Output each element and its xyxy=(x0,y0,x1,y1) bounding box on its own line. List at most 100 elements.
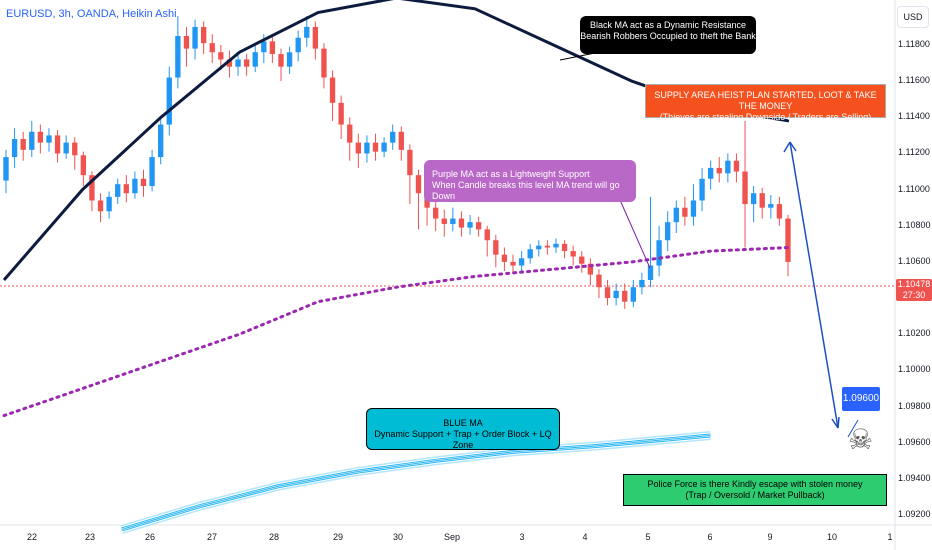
candle-body xyxy=(415,175,422,194)
target-connector xyxy=(847,419,859,438)
candle-body xyxy=(252,52,258,67)
candle-body xyxy=(450,218,456,224)
candle-body xyxy=(639,280,645,288)
symbol-title: EURUSD, 3h, OANDA, Heikin Ashi xyxy=(6,8,177,20)
candle-body xyxy=(372,142,379,152)
candle-body xyxy=(536,245,542,250)
candle-body xyxy=(89,175,95,201)
candle-body xyxy=(707,167,714,179)
candle-body xyxy=(518,258,525,266)
price-tick: 1.11800 xyxy=(898,39,930,49)
price-tick: 1.09400 xyxy=(898,472,931,483)
date-tick: 29 xyxy=(332,532,344,542)
candle-body xyxy=(570,251,576,257)
note-line: Bearish Robbers Occupied to theft the Ba… xyxy=(580,31,756,41)
candle-body xyxy=(544,245,551,248)
note-line: Black MA act as a Dynamic Resistance xyxy=(589,20,747,30)
candle-body xyxy=(579,256,585,264)
candle-body xyxy=(441,218,447,224)
candle-body xyxy=(158,124,164,158)
candle-body xyxy=(433,207,439,219)
candle-body xyxy=(682,207,688,217)
arrow-head xyxy=(837,416,840,429)
target-price-label[interactable]: 1.09600 xyxy=(842,387,880,411)
candle-body xyxy=(725,160,731,174)
price-tick: 1.11400 xyxy=(898,111,930,122)
date-tick: 23 xyxy=(84,532,96,542)
arrow-head xyxy=(783,141,791,153)
candle-body xyxy=(475,222,482,230)
candle-body xyxy=(587,263,594,275)
purple-pointer xyxy=(619,199,651,269)
candle-body xyxy=(80,155,87,176)
candle-body xyxy=(622,290,628,302)
date-tick: 28 xyxy=(268,532,280,542)
note-line: SUPPLY AREA HEIST PLAN STARTED, LOOT & T… xyxy=(654,90,877,111)
candle-body xyxy=(278,54,284,67)
candle-body xyxy=(467,222,473,228)
candle-body xyxy=(97,200,104,212)
candle-body xyxy=(209,43,215,53)
candle-body xyxy=(295,37,301,53)
candle-body xyxy=(106,196,112,212)
note-line: Dynamic Support + Trap + Order Block + L… xyxy=(374,429,552,450)
candle-body xyxy=(286,52,293,67)
candle-body xyxy=(604,287,611,299)
candle-body xyxy=(321,48,327,78)
arrow-head xyxy=(789,141,797,152)
blue-ma-line xyxy=(121,435,711,530)
candle-body xyxy=(200,26,207,44)
candle-body xyxy=(665,222,671,241)
candle-body xyxy=(690,200,697,217)
police-note[interactable]: Police Force is there Kindly escape with… xyxy=(623,474,887,506)
note-line: When Candle breaks this level MA trend w… xyxy=(432,180,620,201)
candle-body xyxy=(716,167,722,174)
date-tick: 6 xyxy=(707,532,713,542)
candle-body xyxy=(269,41,276,55)
candle-body xyxy=(338,102,344,125)
price-tick: 1.10000 xyxy=(898,364,931,375)
date-tick: 30 xyxy=(392,532,404,542)
candle-body xyxy=(398,131,404,150)
purple-ma-note[interactable]: Purple MA act as a Lightweight Support W… xyxy=(424,160,636,202)
symbol-label: EURUSD, 3h, OANDA, Heikin Ashi xyxy=(6,8,177,20)
candle-body xyxy=(37,131,44,143)
currency-button[interactable]: USD xyxy=(897,6,929,28)
date-tick: 1 xyxy=(887,532,893,542)
price-tick: 1.09600 xyxy=(898,436,931,447)
candle-body xyxy=(733,160,740,172)
skull-icon: ☠ xyxy=(848,424,874,455)
current-price-tag: 1.10478 27:30 xyxy=(896,279,932,301)
black-ma-note[interactable]: Black MA act as a Dynamic Resistance Bea… xyxy=(580,16,756,54)
candle-body xyxy=(750,193,757,205)
price-tick: 1.10800 xyxy=(898,219,931,230)
candle-body xyxy=(759,193,765,208)
date-tick: 27 xyxy=(206,532,218,542)
date-tick: Sep xyxy=(443,532,461,542)
note-line: BLUE MA xyxy=(443,418,483,428)
price-tick: 1.11200 xyxy=(898,147,930,158)
candle-body xyxy=(553,243,559,248)
supply-note[interactable]: SUPPLY AREA HEIST PLAN STARTED, LOOT & T… xyxy=(645,84,886,122)
date-tick: 4 xyxy=(582,532,588,542)
candle-body xyxy=(458,218,465,228)
candle-body xyxy=(132,178,138,194)
candle-body xyxy=(561,243,568,252)
candle-body xyxy=(63,142,69,154)
price-tick: 1.11000 xyxy=(898,183,930,194)
price-tick: 1.09800 xyxy=(898,400,931,411)
candle-body xyxy=(527,249,533,259)
candle-body xyxy=(630,287,636,302)
candle-body xyxy=(312,26,319,49)
candle-body xyxy=(776,204,783,219)
candle-body xyxy=(115,184,121,197)
price-tick: 1.11600 xyxy=(898,75,930,86)
arrow-head xyxy=(831,418,839,429)
candle-body xyxy=(46,135,52,143)
candle-body xyxy=(596,274,602,288)
price-tick: 1.10200 xyxy=(898,328,931,339)
candle-body xyxy=(510,261,516,266)
candle-body xyxy=(20,139,26,150)
blue-ma-note[interactable]: BLUE MA Dynamic Support + Trap + Order B… xyxy=(366,408,560,450)
